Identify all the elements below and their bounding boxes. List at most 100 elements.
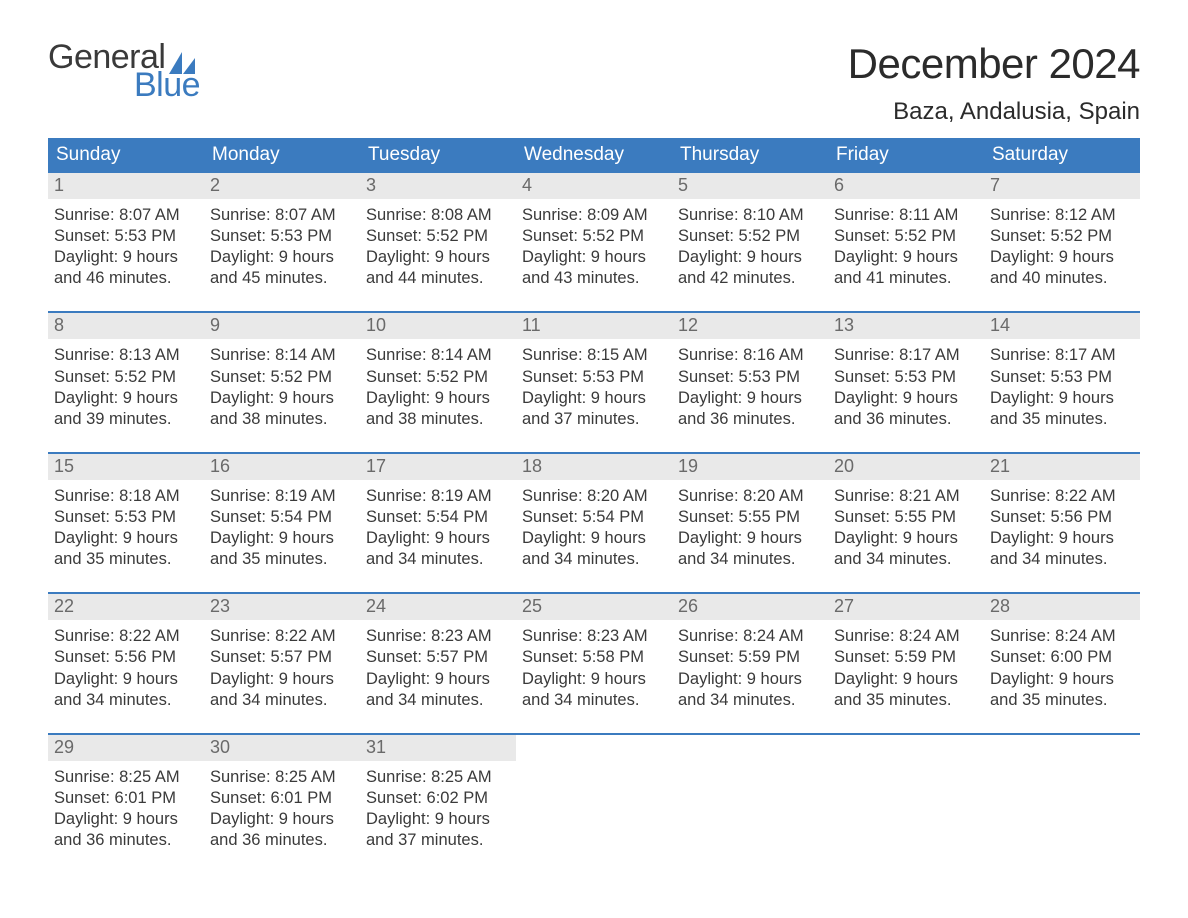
day-number-row: 10 — [360, 313, 516, 339]
day-body: Sunrise: 8:22 AMSunset: 5:56 PMDaylight:… — [984, 480, 1140, 574]
weekday-header: Tuesday — [360, 138, 516, 173]
day-day2: and 34 minutes. — [678, 690, 822, 711]
day-number: 18 — [516, 454, 672, 480]
day-sunrise: Sunrise: 8:21 AM — [834, 486, 978, 507]
day-number-row — [828, 735, 984, 740]
calendar-day: 17Sunrise: 8:19 AMSunset: 5:54 PMDayligh… — [360, 454, 516, 574]
calendar-week: 22Sunrise: 8:22 AMSunset: 5:56 PMDayligh… — [48, 592, 1140, 714]
day-number-row: 19 — [672, 454, 828, 480]
day-body: Sunrise: 8:08 AMSunset: 5:52 PMDaylight:… — [360, 199, 516, 293]
day-sunset: Sunset: 5:54 PM — [210, 507, 354, 528]
day-number-row: 5 — [672, 173, 828, 199]
day-sunrise: Sunrise: 8:08 AM — [366, 205, 510, 226]
day-sunrise: Sunrise: 8:19 AM — [366, 486, 510, 507]
day-sunset: Sunset: 5:53 PM — [54, 226, 198, 247]
day-day2: and 36 minutes. — [834, 409, 978, 430]
day-day1: Daylight: 9 hours — [210, 388, 354, 409]
day-sunrise: Sunrise: 8:17 AM — [834, 345, 978, 366]
day-day1: Daylight: 9 hours — [990, 247, 1134, 268]
day-day1: Daylight: 9 hours — [366, 669, 510, 690]
day-number-row: 4 — [516, 173, 672, 199]
day-body: Sunrise: 8:21 AMSunset: 5:55 PMDaylight:… — [828, 480, 984, 574]
day-number: 22 — [48, 594, 204, 620]
day-number-row: 25 — [516, 594, 672, 620]
day-sunset: Sunset: 5:55 PM — [678, 507, 822, 528]
day-number-row — [984, 735, 1140, 740]
day-body: Sunrise: 8:13 AMSunset: 5:52 PMDaylight:… — [48, 339, 204, 433]
calendar-week: 15Sunrise: 8:18 AMSunset: 5:53 PMDayligh… — [48, 452, 1140, 574]
day-number: 14 — [984, 313, 1140, 339]
calendar-day: 2Sunrise: 8:07 AMSunset: 5:53 PMDaylight… — [204, 173, 360, 293]
day-sunrise: Sunrise: 8:24 AM — [678, 626, 822, 647]
weekday-header: Friday — [828, 138, 984, 173]
day-body: Sunrise: 8:17 AMSunset: 5:53 PMDaylight:… — [828, 339, 984, 433]
day-number: 4 — [516, 173, 672, 199]
day-day2: and 34 minutes. — [834, 549, 978, 570]
day-body: Sunrise: 8:10 AMSunset: 5:52 PMDaylight:… — [672, 199, 828, 293]
day-body: Sunrise: 8:07 AMSunset: 5:53 PMDaylight:… — [48, 199, 204, 293]
day-day1: Daylight: 9 hours — [678, 669, 822, 690]
day-number-row: 23 — [204, 594, 360, 620]
day-sunrise: Sunrise: 8:22 AM — [54, 626, 198, 647]
day-body: Sunrise: 8:22 AMSunset: 5:56 PMDaylight:… — [48, 620, 204, 714]
day-day1: Daylight: 9 hours — [54, 388, 198, 409]
brand-word2: Blue — [134, 68, 200, 102]
day-number: 13 — [828, 313, 984, 339]
day-sunrise: Sunrise: 8:12 AM — [990, 205, 1134, 226]
day-day1: Daylight: 9 hours — [522, 669, 666, 690]
day-body: Sunrise: 8:20 AMSunset: 5:54 PMDaylight:… — [516, 480, 672, 574]
day-body: Sunrise: 8:25 AMSunset: 6:01 PMDaylight:… — [204, 761, 360, 855]
day-body: Sunrise: 8:17 AMSunset: 5:53 PMDaylight:… — [984, 339, 1140, 433]
day-day2: and 38 minutes. — [210, 409, 354, 430]
day-sunrise: Sunrise: 8:11 AM — [834, 205, 978, 226]
day-day2: and 39 minutes. — [54, 409, 198, 430]
day-day2: and 36 minutes. — [210, 830, 354, 851]
day-sunrise: Sunrise: 8:17 AM — [990, 345, 1134, 366]
day-sunrise: Sunrise: 8:24 AM — [990, 626, 1134, 647]
day-day2: and 38 minutes. — [366, 409, 510, 430]
day-number-row — [672, 735, 828, 740]
day-sunset: Sunset: 5:52 PM — [522, 226, 666, 247]
day-number: 27 — [828, 594, 984, 620]
calendar-day: 24Sunrise: 8:23 AMSunset: 5:57 PMDayligh… — [360, 594, 516, 714]
day-day1: Daylight: 9 hours — [990, 528, 1134, 549]
day-sunset: Sunset: 5:53 PM — [990, 367, 1134, 388]
day-day1: Daylight: 9 hours — [210, 528, 354, 549]
day-day2: and 36 minutes. — [54, 830, 198, 851]
day-day1: Daylight: 9 hours — [366, 809, 510, 830]
calendar-day: 27Sunrise: 8:24 AMSunset: 5:59 PMDayligh… — [828, 594, 984, 714]
calendar-day: 4Sunrise: 8:09 AMSunset: 5:52 PMDaylight… — [516, 173, 672, 293]
day-sunset: Sunset: 5:53 PM — [54, 507, 198, 528]
day-number-row: 12 — [672, 313, 828, 339]
day-number: 26 — [672, 594, 828, 620]
day-day2: and 35 minutes. — [990, 690, 1134, 711]
day-day2: and 34 minutes. — [366, 549, 510, 570]
day-sunset: Sunset: 5:54 PM — [522, 507, 666, 528]
location: Baza, Andalusia, Spain — [848, 98, 1140, 126]
day-day2: and 43 minutes. — [522, 268, 666, 289]
day-body: Sunrise: 8:18 AMSunset: 5:53 PMDaylight:… — [48, 480, 204, 574]
day-day1: Daylight: 9 hours — [678, 528, 822, 549]
day-number-row: 7 — [984, 173, 1140, 199]
day-body: Sunrise: 8:24 AMSunset: 5:59 PMDaylight:… — [828, 620, 984, 714]
day-day2: and 40 minutes. — [990, 268, 1134, 289]
day-sunset: Sunset: 5:57 PM — [210, 647, 354, 668]
day-number: 5 — [672, 173, 828, 199]
day-day2: and 34 minutes. — [522, 690, 666, 711]
weekday-header: Saturday — [984, 138, 1140, 173]
day-sunrise: Sunrise: 8:20 AM — [522, 486, 666, 507]
calendar-day: 14Sunrise: 8:17 AMSunset: 5:53 PMDayligh… — [984, 313, 1140, 433]
day-number: 29 — [48, 735, 204, 761]
day-number-row: 6 — [828, 173, 984, 199]
calendar-day — [516, 735, 672, 855]
day-number: 2 — [204, 173, 360, 199]
day-day2: and 37 minutes. — [522, 409, 666, 430]
day-number: 12 — [672, 313, 828, 339]
day-day2: and 34 minutes. — [210, 690, 354, 711]
day-sunrise: Sunrise: 8:20 AM — [678, 486, 822, 507]
day-number-row: 1 — [48, 173, 204, 199]
month-title: December 2024 — [848, 40, 1140, 88]
calendar-day: 23Sunrise: 8:22 AMSunset: 5:57 PMDayligh… — [204, 594, 360, 714]
day-number: 16 — [204, 454, 360, 480]
day-number-row: 26 — [672, 594, 828, 620]
